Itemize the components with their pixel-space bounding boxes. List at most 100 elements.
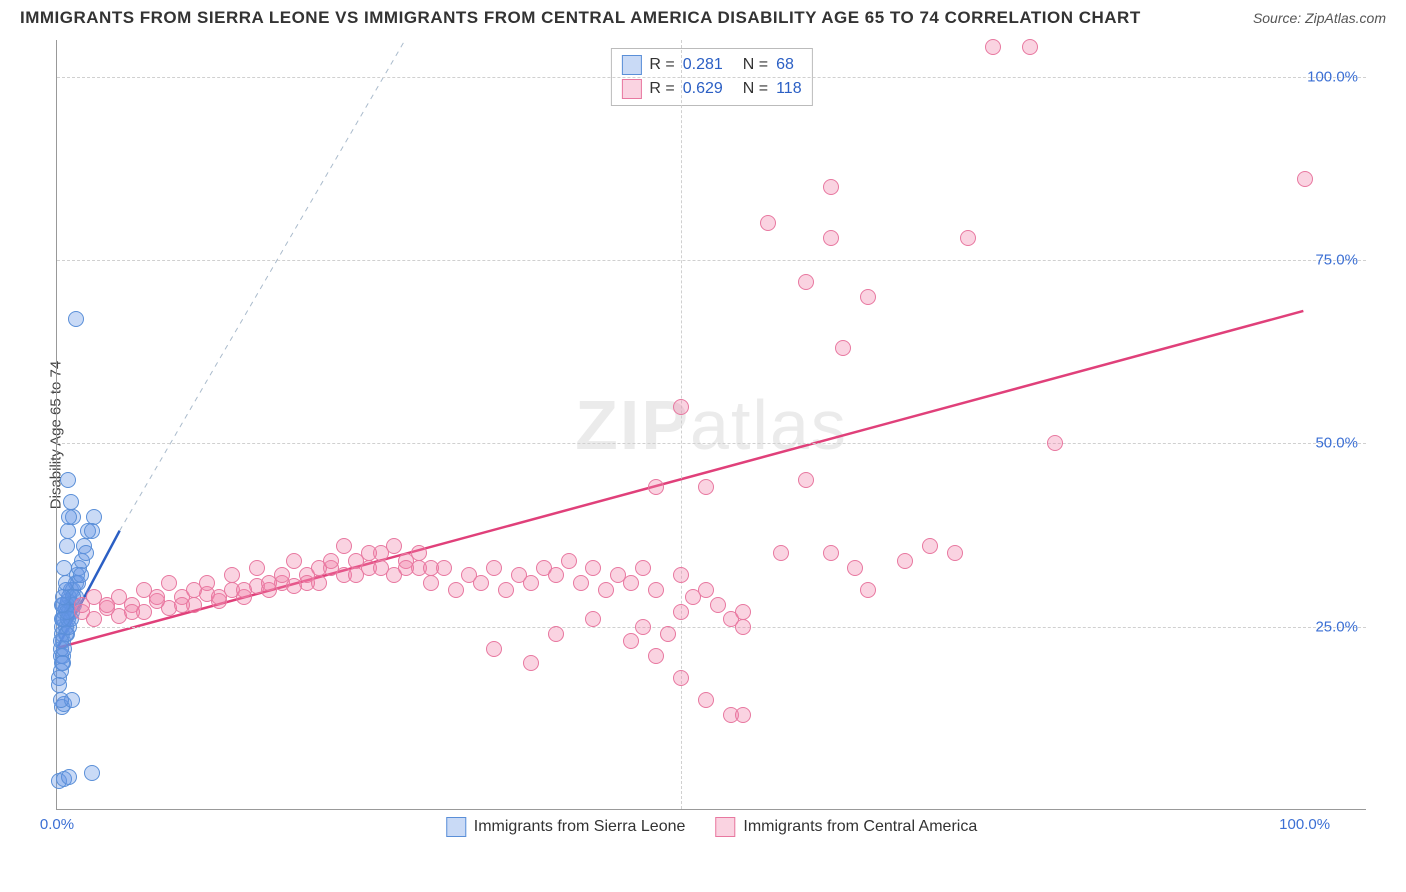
data-point [648,648,664,664]
legend-row-sierra-leone: R = 0.281 N = 68 [621,53,801,77]
legend-item-central-america: Immigrants from Central America [715,817,977,837]
data-point [53,633,69,649]
data-point [823,179,839,195]
data-point [84,765,100,781]
y-tick-label: 50.0% [1315,435,1358,452]
n-label: N = [743,80,768,98]
data-point [149,589,165,605]
data-point [111,589,127,605]
data-point [673,670,689,686]
data-point [274,567,290,583]
data-point [523,655,539,671]
gridline-h [57,443,1366,444]
data-point [635,619,651,635]
swatch-central-america [715,817,735,837]
data-point [423,575,439,591]
data-point [448,582,464,598]
data-point [823,545,839,561]
data-point [698,582,714,598]
data-point [847,560,863,576]
y-tick-label: 25.0% [1315,618,1358,635]
data-point [73,567,89,583]
swatch-sierra-leone [446,817,466,837]
data-point [823,230,839,246]
y-tick-label: 75.0% [1315,252,1358,269]
data-point [60,523,76,539]
data-point [523,575,539,591]
data-point [635,560,651,576]
data-point [323,553,339,569]
data-point [648,582,664,598]
swatch-sierra-leone [621,55,641,75]
data-point [84,523,100,539]
data-point [211,589,227,605]
data-point [735,604,751,620]
data-point [648,479,664,495]
data-point [598,582,614,598]
gridline-h [57,627,1366,628]
data-point [286,553,302,569]
data-point [698,692,714,708]
data-point [361,545,377,561]
data-point [61,509,77,525]
source-label: Source: ZipAtlas.com [1253,10,1386,26]
data-point [249,560,265,576]
data-point [623,633,639,649]
data-point [585,560,601,576]
data-point [398,560,414,576]
data-point [673,604,689,620]
series-legend: Immigrants from Sierra Leone Immigrants … [446,817,977,837]
data-point [573,575,589,591]
data-point [58,575,74,591]
watermark: ZIPatlas [575,385,848,465]
data-point [561,553,577,569]
data-point [486,641,502,657]
data-point [897,553,913,569]
data-point [486,560,502,576]
data-point [174,597,190,613]
data-point [548,626,564,642]
n-label: N = [743,56,768,74]
data-point [673,399,689,415]
data-point [55,655,71,671]
n-value-sierra-leone: 68 [776,56,794,74]
x-tick-label: 0.0% [40,816,74,833]
data-point [1297,171,1313,187]
legend-label: Immigrants from Sierra Leone [474,818,686,836]
data-point [798,472,814,488]
data-point [236,582,252,598]
gridline-v [681,40,682,809]
data-point [56,560,72,576]
chart-title: IMMIGRANTS FROM SIERRA LEONE VS IMMIGRAN… [20,8,1141,28]
data-point [61,769,77,785]
data-point [710,597,726,613]
data-point [860,582,876,598]
data-point [473,575,489,591]
data-point [498,582,514,598]
data-point [55,589,71,605]
data-point [51,677,67,693]
legend-label: Immigrants from Central America [743,818,977,836]
data-point [63,494,79,510]
data-point [660,626,676,642]
data-point [835,340,851,356]
data-point [199,575,215,591]
data-point [336,538,352,554]
data-point [423,560,439,576]
n-value-central-america: 118 [776,80,802,98]
legend-item-sierra-leone: Immigrants from Sierra Leone [446,817,686,837]
data-point [548,567,564,583]
data-point [860,289,876,305]
data-point [53,692,69,708]
data-point [773,545,789,561]
data-point [798,274,814,290]
data-point [698,479,714,495]
data-point [224,567,240,583]
data-point [86,509,102,525]
data-point [1047,435,1063,451]
data-point [1022,39,1038,55]
data-point [985,39,1001,55]
data-point [735,619,751,635]
chart-area: Disability Age 65 to 74 ZIPatlas R = 0.2… [46,40,1386,830]
scatter-plot: ZIPatlas R = 0.281 N = 68 R = 0.629 N = … [56,40,1366,810]
